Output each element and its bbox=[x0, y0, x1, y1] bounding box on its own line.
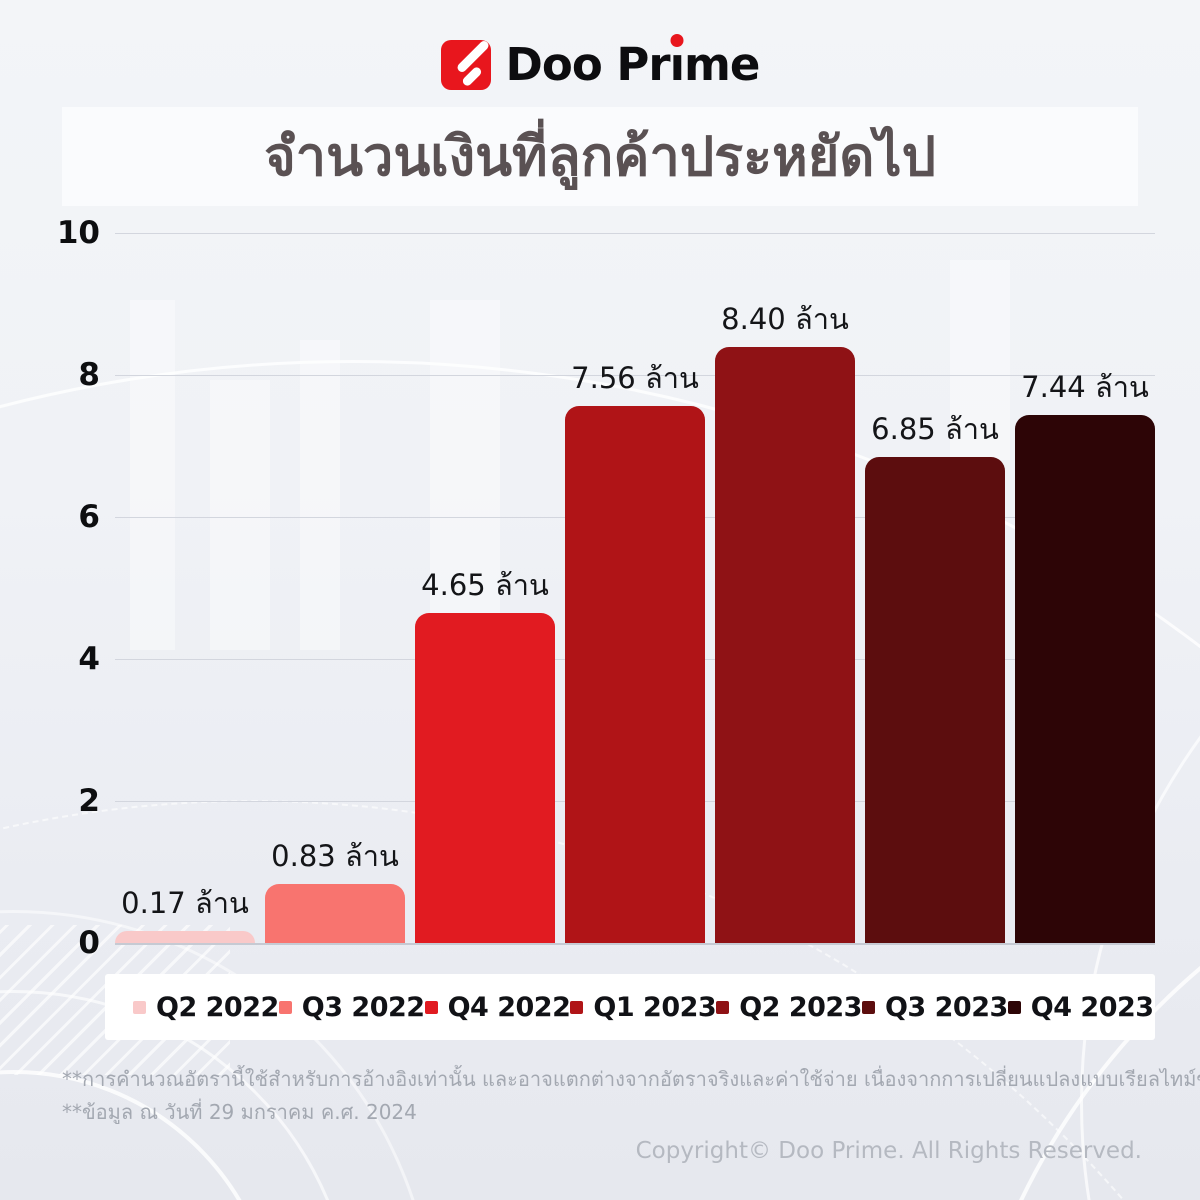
legend-label: Q1 2023 bbox=[593, 991, 717, 1023]
decor-column bbox=[430, 300, 500, 650]
y-tick-label: 6 bbox=[78, 499, 100, 535]
title-band: จำนวนเงินที่ลูกค้าประหยัดไป bbox=[62, 107, 1138, 206]
wordmark-i: i bbox=[670, 34, 685, 90]
legend-item-q4-2022: Q4 2022 bbox=[424, 991, 571, 1023]
x-axis-line bbox=[115, 943, 1155, 945]
legend-swatch-icon bbox=[570, 1000, 584, 1014]
footnote-line-1: **การคำนวณอัตรานี้ใช้สำหรับการอ้างอิงเท่… bbox=[62, 1067, 1200, 1091]
legend-label: Q2 2023 bbox=[739, 991, 862, 1023]
y-tick-label: 4 bbox=[78, 641, 100, 677]
bar-q3-2023 bbox=[865, 457, 1005, 943]
legend: Q2 2022 Q3 2022 Q4 2022 Q1 2023 Q2 2023 Q3 20… bbox=[105, 974, 1155, 1040]
y-tick-label: 0 bbox=[78, 925, 100, 961]
legend-swatch-icon bbox=[133, 1000, 146, 1014]
decor-column bbox=[210, 380, 270, 650]
bar-q3-2022 bbox=[265, 884, 405, 943]
legend-item-q3-2023: Q3 2023 bbox=[861, 991, 1008, 1023]
y-tick-label: 8 bbox=[78, 357, 100, 393]
bar-q4-2023 bbox=[1015, 415, 1155, 943]
legend-label: Q4 2023 bbox=[1030, 991, 1154, 1023]
decor-column bbox=[130, 300, 175, 650]
page-title: จำนวนเงินที่ลูกค้าประหยัดไป bbox=[264, 125, 936, 188]
bar-value-label: 0.17 ล้าน bbox=[121, 886, 249, 920]
bar-value-label: 4.65 ล้าน bbox=[421, 568, 549, 602]
legend-item-q2-2022: Q2 2022 bbox=[133, 992, 279, 1023]
brand-logo: Doo Pri me bbox=[0, 34, 1200, 91]
legend-swatch-icon bbox=[861, 1000, 875, 1014]
bar-value-label: 7.56 ล้าน bbox=[571, 361, 699, 395]
y-tick-label: 2 bbox=[78, 783, 100, 819]
legend-swatch-icon bbox=[278, 1000, 292, 1014]
bar-value-label: 6.85 ล้าน bbox=[871, 412, 999, 446]
bar-q2-2023 bbox=[715, 347, 855, 943]
logo-i-dot-icon bbox=[670, 34, 684, 47]
y-tick-label: 10 bbox=[56, 215, 100, 251]
legend-swatch-icon bbox=[424, 1000, 438, 1014]
bar-q4-2022 bbox=[415, 613, 555, 943]
wordmark-pre: Doo Pr bbox=[505, 38, 671, 91]
bar-q1-2023 bbox=[565, 406, 705, 943]
footnote-line-2: **ข้อมูล ณ วันที่ 29 มกราคม ค.ศ. 2024 bbox=[62, 1100, 417, 1124]
bar-value-label: 8.40 ล้าน bbox=[721, 302, 849, 336]
bar-value-label: 0.83 ล้าน bbox=[271, 839, 399, 873]
legend-swatch-icon bbox=[1007, 1000, 1021, 1014]
wordmark-post: me bbox=[684, 38, 760, 91]
decor-column bbox=[300, 340, 340, 650]
bar-value-label: 7.44 ล้าน bbox=[1021, 370, 1149, 404]
legend-label: Q3 2023 bbox=[884, 991, 1008, 1023]
copyright-text: Copyright© Doo Prime. All Rights Reserve… bbox=[635, 1138, 1142, 1164]
legend-swatch-icon bbox=[716, 1000, 730, 1014]
legend-item-q1-2023: Q1 2023 bbox=[570, 991, 717, 1023]
gridline bbox=[115, 233, 1155, 234]
legend-label: Q2 2022 bbox=[156, 991, 279, 1023]
gridline bbox=[115, 375, 1155, 376]
legend-item-q2-2023: Q2 2023 bbox=[716, 992, 862, 1023]
doo-prime-logo-icon bbox=[440, 39, 491, 90]
bar-q2-2022 bbox=[115, 931, 255, 943]
brand-wordmark: Doo Pri me bbox=[505, 34, 760, 91]
decor-column bbox=[950, 260, 1010, 460]
legend-label: Q4 2022 bbox=[447, 991, 571, 1023]
legend-label: Q3 2022 bbox=[301, 991, 425, 1023]
legend-item-q3-2022: Q3 2022 bbox=[278, 991, 425, 1023]
legend-item-q4-2023: Q4 2023 bbox=[1007, 991, 1154, 1023]
